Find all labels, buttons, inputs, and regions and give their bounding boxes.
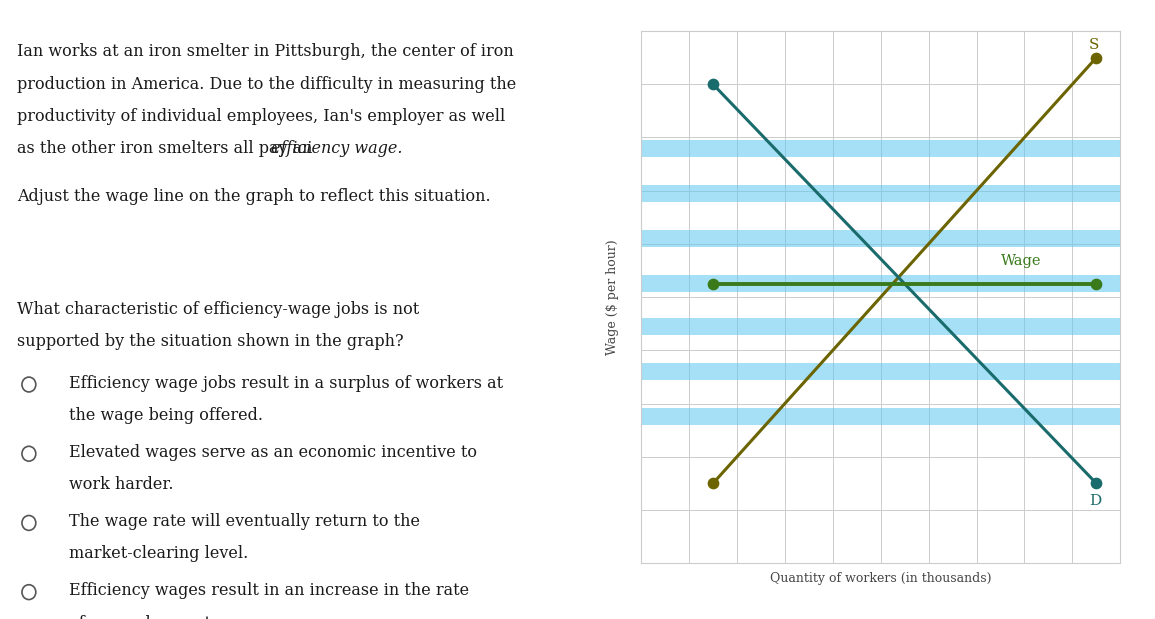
Point	[703, 279, 722, 288]
Text: Wage ($ per hour): Wage ($ per hour)	[605, 240, 619, 355]
Text: Ian works at an iron smelter in Pittsburgh, the center of iron: Ian works at an iron smelter in Pittsbur…	[17, 43, 514, 60]
Text: Efficiency wages result in an increase in the rate: Efficiency wages result in an increase i…	[69, 582, 469, 599]
Text: market-clearing level.: market-clearing level.	[69, 545, 248, 563]
Text: Efficiency wage jobs result in a surplus of workers at: Efficiency wage jobs result in a surplus…	[69, 375, 504, 392]
Point	[1087, 279, 1105, 288]
Bar	[641, 318, 1120, 335]
Point	[1087, 53, 1105, 63]
Bar	[641, 185, 1120, 202]
Bar	[641, 230, 1120, 247]
Point	[703, 79, 722, 89]
Text: Elevated wages serve as an economic incentive to: Elevated wages serve as an economic ince…	[69, 444, 477, 461]
Text: What characteristic of efficiency-wage jobs is not: What characteristic of efficiency-wage j…	[17, 301, 419, 318]
Text: as the other iron smelters all pay an: as the other iron smelters all pay an	[17, 140, 318, 157]
Text: efficiency wage.: efficiency wage.	[271, 140, 403, 157]
Text: the wage being offered.: the wage being offered.	[69, 407, 263, 424]
Text: productivity of individual employees, Ian's employer as well: productivity of individual employees, Ia…	[17, 108, 506, 124]
Bar	[641, 409, 1120, 425]
Text: work harder.: work harder.	[69, 476, 173, 493]
Text: D: D	[1089, 494, 1102, 508]
Text: supported by the situation shown in the graph?: supported by the situation shown in the …	[17, 333, 404, 350]
Text: Adjust the wage line on the graph to reflect this situation.: Adjust the wage line on the graph to ref…	[17, 188, 491, 205]
Point	[1087, 478, 1105, 488]
Text: The wage rate will eventually return to the: The wage rate will eventually return to …	[69, 513, 420, 530]
Text: Wage: Wage	[1000, 254, 1041, 268]
X-axis label: Quantity of workers (in thousands): Quantity of workers (in thousands)	[770, 571, 991, 584]
Text: production in America. Due to the difficulty in measuring the: production in America. Due to the diffic…	[17, 76, 516, 92]
Text: of unemployment.: of unemployment.	[69, 615, 216, 619]
Point	[703, 478, 722, 488]
Bar	[641, 275, 1120, 292]
Text: S: S	[1089, 38, 1100, 52]
Bar	[641, 139, 1120, 157]
Bar	[641, 363, 1120, 380]
